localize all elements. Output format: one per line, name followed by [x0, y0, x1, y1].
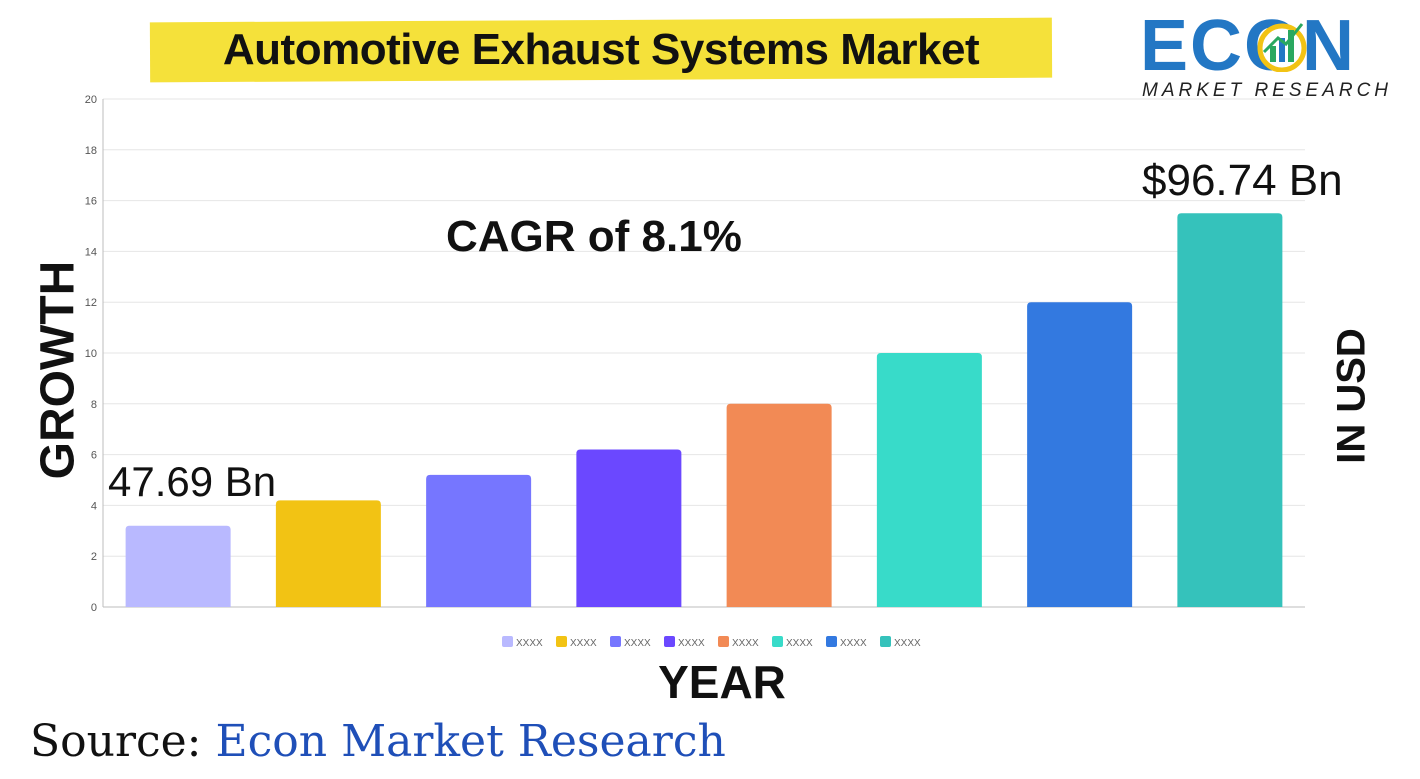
logo: ECON MARKET RESEARCH [1140, 6, 1400, 106]
y-tick-label: 4 [91, 500, 97, 512]
legend-swatch [502, 636, 513, 647]
y-tick-label: 14 [85, 246, 97, 258]
legend-swatch [880, 636, 891, 647]
cagr-annotation: CAGR of 8.1% [446, 212, 742, 261]
legend-item[interactable]: XXXX [772, 636, 813, 652]
legend-label: XXXX [786, 638, 813, 649]
legend-swatch [718, 636, 729, 647]
chart-legend: XXXX XXXX XXXX XXXX XXXX XXXX XXXX XXXX [0, 636, 1420, 652]
legend-item[interactable]: XXXX [556, 636, 597, 652]
chart-title: Automotive Exhaust Systems Market [222, 25, 980, 74]
legend-label: XXXX [840, 638, 867, 649]
y-tick-label: 8 [91, 399, 97, 411]
source-line: Source: Econ Market Research [30, 716, 726, 767]
legend-item[interactable]: XXXX [610, 636, 651, 652]
y-axis-title: GROWTH [31, 260, 85, 480]
legend-label: XXXX [570, 638, 597, 649]
y-tick-label: 12 [85, 297, 97, 309]
bar-chart-globe-icon [1257, 23, 1307, 72]
end-value-label: $96.74 Bn [1142, 156, 1343, 205]
source-prefix: Source: [30, 716, 202, 767]
secondary-axis-title: IN USD [1329, 328, 1374, 464]
x-axis-title: YEAR [658, 656, 786, 708]
bar [426, 474, 532, 607]
bar [726, 403, 832, 607]
legend-swatch [826, 636, 837, 647]
legend-item[interactable]: XXXX [502, 636, 543, 652]
start-value-label: 47.69 Bn [108, 458, 277, 505]
legend-label: XXXX [732, 638, 759, 649]
legend-label: XXXX [678, 638, 705, 649]
legend-label: XXXX [624, 638, 651, 649]
bar [1027, 302, 1133, 607]
y-tick-label: 20 [85, 94, 97, 106]
bar [576, 449, 682, 607]
bar [275, 500, 381, 607]
legend-label: XXXX [516, 638, 543, 649]
bar [125, 525, 231, 607]
logo-wordmark: ECON [1140, 6, 1357, 86]
legend-item[interactable]: XXXX [718, 636, 759, 652]
logo-subtitle: MARKET RESEARCH [1142, 80, 1393, 101]
y-tick-label: 16 [85, 196, 97, 208]
y-tick-label: 0 [91, 602, 97, 614]
y-tick-label: 6 [91, 450, 97, 462]
legend-item[interactable]: XXXX [826, 636, 867, 652]
bar [1177, 213, 1283, 608]
y-tick-label: 18 [85, 145, 97, 157]
legend-swatch [556, 636, 567, 647]
y-tick-label: 10 [85, 348, 97, 360]
legend-label: XXXX [894, 638, 921, 649]
legend-item[interactable]: XXXX [664, 636, 705, 652]
bar [876, 353, 982, 607]
legend-item[interactable]: XXXX [880, 636, 921, 652]
y-tick-label: 2 [91, 551, 97, 563]
source-name: Econ Market Research [201, 716, 726, 767]
legend-swatch [772, 636, 783, 647]
legend-swatch [664, 636, 675, 647]
legend-swatch [610, 636, 621, 647]
